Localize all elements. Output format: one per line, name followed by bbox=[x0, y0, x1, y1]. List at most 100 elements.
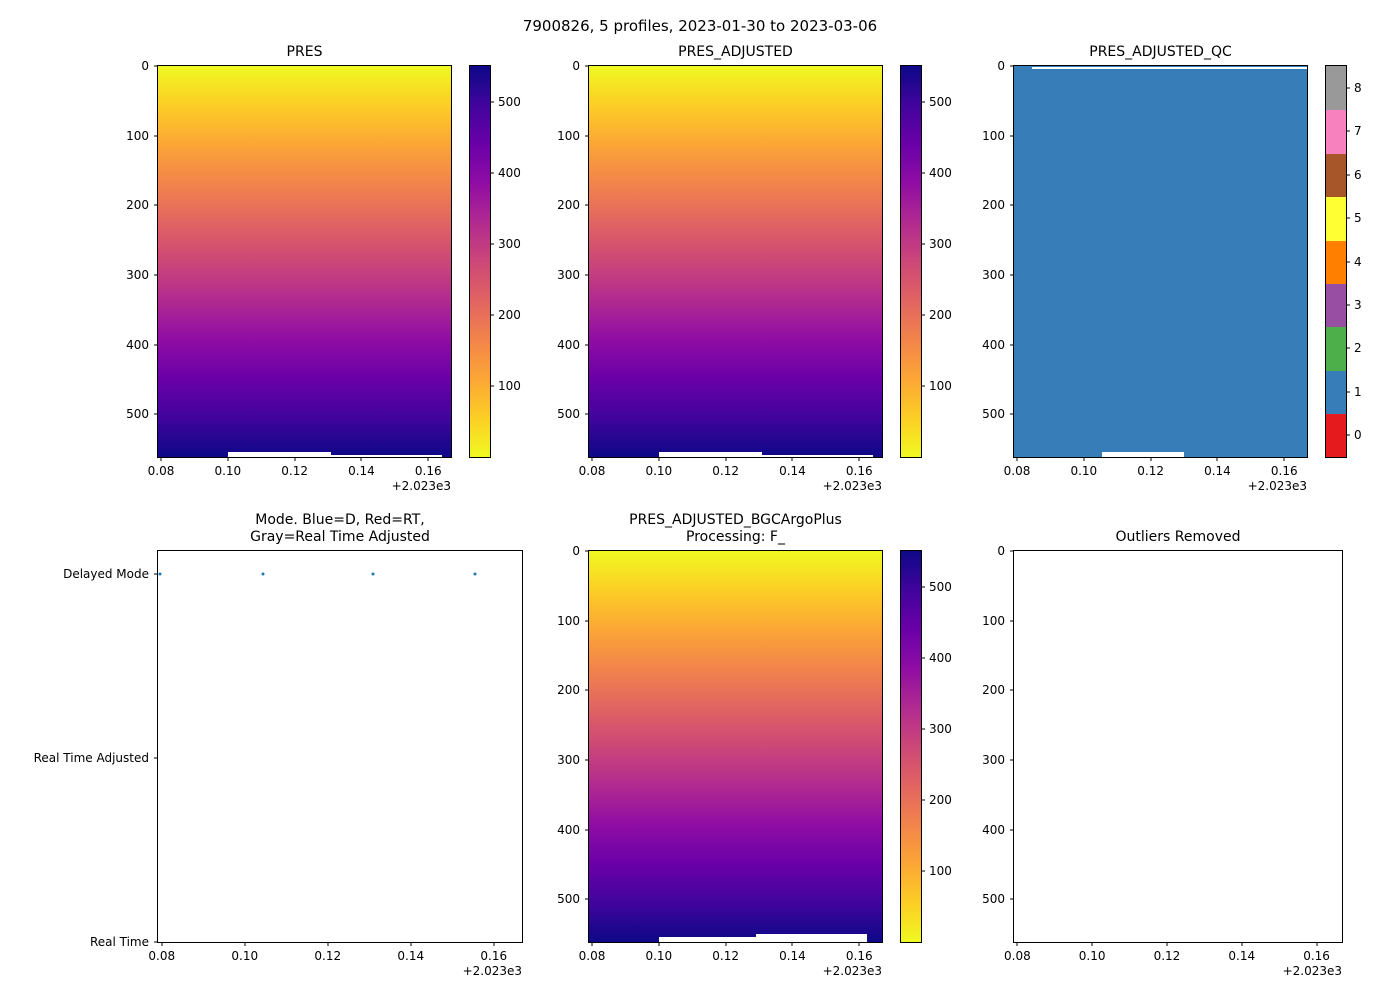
colorbar-tick-label: 300 bbox=[498, 236, 521, 251]
y-tick-mark bbox=[1010, 898, 1014, 900]
y-tick-mark bbox=[1010, 413, 1014, 415]
bgc-title-line2: Processing: F_ bbox=[686, 529, 785, 545]
x-tick-mark bbox=[244, 942, 246, 946]
y-tick-mark bbox=[1010, 274, 1014, 276]
x-tick-mark bbox=[1166, 942, 1168, 946]
colorbar-tick-label: 100 bbox=[929, 863, 952, 878]
qc-colorbar-tick-mark bbox=[1346, 261, 1350, 262]
pres-adjusted-x-axis: 0.08 0.10 0.12 0.14 0.16 bbox=[579, 457, 882, 502]
y-tick-label: 500 bbox=[557, 892, 580, 907]
missing-data-gap bbox=[1101, 452, 1184, 457]
colorbar-tick-mark bbox=[921, 314, 925, 316]
qc-colorbar-tick-label: 6 bbox=[1354, 167, 1362, 182]
x-tick-mark bbox=[1016, 942, 1018, 946]
y-tick-label: 500 bbox=[982, 407, 1005, 422]
qc-colorbar-tick-mark bbox=[1346, 130, 1350, 132]
x-tick-mark bbox=[161, 942, 163, 946]
x-tick-label: 0.08 bbox=[147, 464, 175, 478]
subplot-mode: Mode. Blue=D, Red=RT, Gray=Real Time Adj… bbox=[34, 512, 523, 978]
qc-segment-5 bbox=[1326, 196, 1346, 241]
colorbar-tick-mark bbox=[921, 799, 925, 801]
y-tick-label: 400 bbox=[126, 337, 149, 352]
mode-x-offset: +2.023e3 bbox=[462, 964, 522, 978]
y-tick-mark bbox=[154, 344, 158, 346]
y-tick-label: 400 bbox=[982, 822, 1005, 837]
x-tick-label: 0.12 bbox=[281, 464, 308, 478]
colorbar-tick-label: 500 bbox=[498, 94, 521, 109]
colorbar-tick-label: 400 bbox=[929, 650, 952, 665]
x-tick-mark bbox=[1241, 942, 1243, 946]
x-tick-label: 0.14 bbox=[397, 949, 425, 963]
qc-colorbar-tick-mark bbox=[1346, 87, 1350, 89]
qc-colorbar: 0 1 2 3 4 5 6 7 8 bbox=[1325, 65, 1362, 458]
subplot-pres-adjusted-qc: PRES_ADJUSTED_QC 0 100 200 300 400 500 0.08 0.… bbox=[982, 44, 1308, 493]
pres-title-text: PRES bbox=[286, 44, 323, 60]
y-tick-mark bbox=[154, 204, 158, 206]
x-tick-label: 0.14 bbox=[779, 464, 806, 478]
bgc-colorbar: 100 200 300 400 500 bbox=[900, 550, 952, 943]
y-tick-mark bbox=[585, 413, 589, 415]
colorbar-tick-label: 300 bbox=[929, 721, 952, 736]
x-tick-label: 0.08 bbox=[578, 949, 606, 963]
x-tick-mark bbox=[493, 942, 495, 946]
y-tick-mark bbox=[154, 413, 158, 415]
subplot-outliers: Outliers Removed 0 100 200 300 400 500 0.08 0.… bbox=[982, 529, 1343, 978]
y-tick-label: 200 bbox=[557, 198, 580, 213]
missing-data-gap bbox=[659, 452, 762, 457]
x-tick-mark bbox=[227, 457, 229, 461]
x-tick-label: 0.16 bbox=[845, 464, 873, 478]
x-tick-mark bbox=[725, 457, 727, 461]
pres-adjusted-colorbar: 100 200 300 400 500 bbox=[900, 65, 952, 458]
y-tick-mark bbox=[585, 898, 589, 900]
qc-segment-3 bbox=[1326, 283, 1346, 328]
qc-segment-7 bbox=[1326, 109, 1346, 154]
y-tick-label: 0 bbox=[572, 544, 580, 558]
x-tick-label: 0.16 bbox=[480, 949, 508, 963]
x-tick-mark bbox=[1091, 942, 1093, 946]
x-tick-label: 0.10 bbox=[1078, 949, 1106, 963]
colorbar-tick-label: 100 bbox=[929, 378, 952, 393]
pres-adjusted-x-offset: +2.023e3 bbox=[822, 479, 882, 493]
x-tick-label: 0.14 bbox=[1228, 949, 1256, 963]
y-tick-label: 500 bbox=[557, 407, 580, 422]
x-tick-mark bbox=[360, 457, 362, 461]
colorbar-tick-mark bbox=[921, 586, 925, 588]
y-tick-label: 300 bbox=[557, 753, 580, 768]
bgc-colorbar-ticks: 100 200 300 400 500 bbox=[921, 551, 961, 942]
mode-plot bbox=[158, 551, 522, 942]
y-tick-mark bbox=[1010, 689, 1014, 691]
y-tick-label: 100 bbox=[982, 613, 1005, 628]
bgc-title: PRES_ADJUSTED_BGCArgoPlus Processing: F_ bbox=[519, 512, 952, 546]
colorbar-tick-label: 500 bbox=[929, 579, 952, 594]
pres-x-offset: +2.023e3 bbox=[391, 479, 451, 493]
y-tick-label: 300 bbox=[126, 268, 149, 283]
y-tick-mark bbox=[1010, 829, 1014, 831]
y-tick-mark bbox=[585, 550, 589, 552]
y-tick-mark bbox=[1010, 759, 1014, 761]
y-tick-label: 0 bbox=[997, 59, 1005, 73]
y-tick-mark bbox=[1010, 65, 1014, 67]
outliers-plot bbox=[1014, 551, 1342, 942]
y-tick-label: 500 bbox=[982, 892, 1005, 907]
y-tick-mark bbox=[585, 204, 589, 206]
qc-colorbar-tick-label: 3 bbox=[1354, 297, 1362, 312]
pres-adjusted-heatmap bbox=[589, 66, 882, 457]
x-tick-mark bbox=[658, 457, 660, 461]
x-tick-label: 0.12 bbox=[712, 464, 739, 478]
qc-heatmap bbox=[1014, 66, 1307, 457]
x-tick-label: 0.08 bbox=[1004, 949, 1031, 963]
colorbar-tick-label: 200 bbox=[929, 307, 952, 322]
qc-segment-0 bbox=[1326, 413, 1346, 457]
y-tick-mark bbox=[585, 829, 589, 831]
y-tick-label: 200 bbox=[557, 683, 580, 698]
mode-category-label: Real Time Adjusted bbox=[33, 750, 149, 765]
colorbar-tick-mark bbox=[921, 870, 925, 872]
colorbar-tick-label: 500 bbox=[929, 94, 952, 109]
mode-point bbox=[473, 572, 477, 576]
x-tick-mark bbox=[591, 942, 593, 946]
mode-y-axis: Delayed Mode Real Time Adjusted Real Time bbox=[8, 551, 158, 949]
y-tick-label: 200 bbox=[126, 198, 149, 213]
x-tick-label: 0.10 bbox=[645, 949, 673, 963]
x-tick-label: 0.16 bbox=[1303, 949, 1330, 963]
x-tick-mark bbox=[858, 457, 860, 461]
